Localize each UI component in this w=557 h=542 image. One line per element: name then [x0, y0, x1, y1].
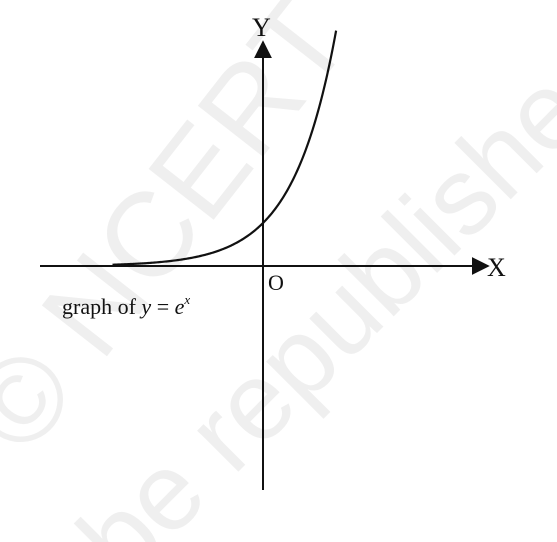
y-axis-label: Y — [252, 13, 271, 42]
caption-equals: = — [151, 294, 174, 319]
caption-exponent: x — [183, 292, 190, 307]
caption-e: e — [175, 294, 185, 319]
caption-y: y — [139, 294, 151, 319]
caption-prefix: graph of — [62, 294, 141, 319]
origin-label: O — [268, 270, 284, 295]
graph-caption: graph of y = ex — [62, 292, 190, 319]
x-axis-label: X — [487, 253, 506, 282]
